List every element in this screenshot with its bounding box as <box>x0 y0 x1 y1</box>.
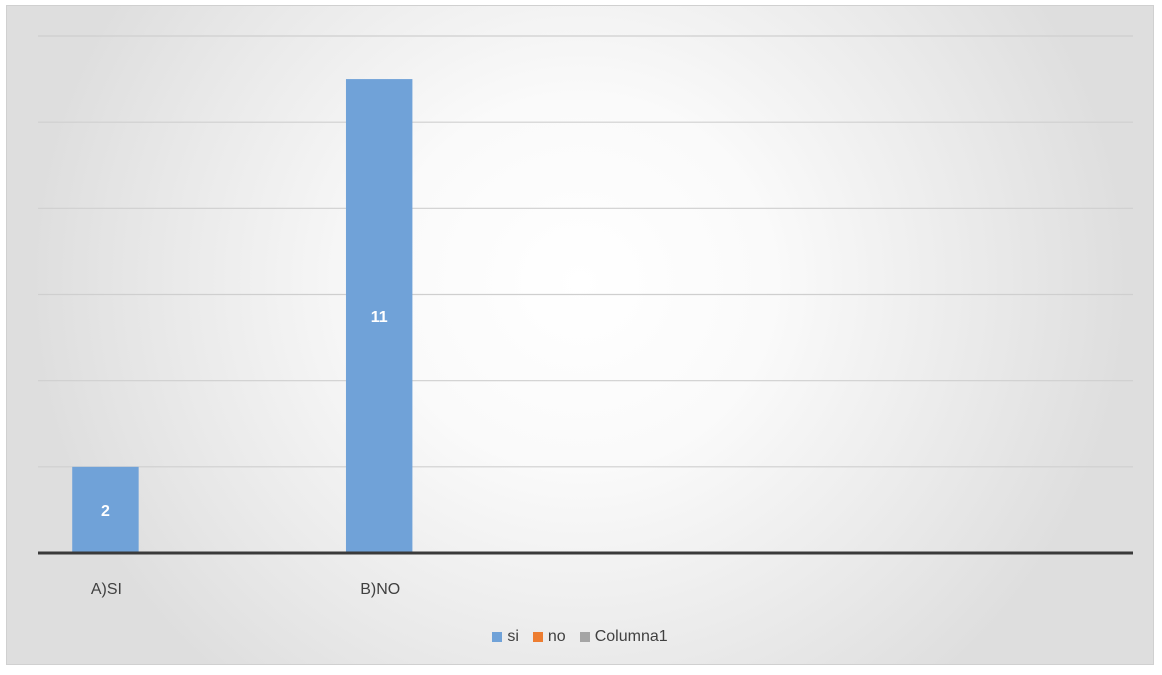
bars <box>72 79 413 553</box>
gridlines <box>38 35 1133 468</box>
legend-swatch <box>532 632 543 642</box>
data-label: 2 <box>101 503 110 520</box>
legend-label: si <box>507 628 519 645</box>
x-axis: A)SI B)NO <box>38 551 1133 598</box>
legend: si no Columna1 <box>7 628 1153 646</box>
legend-swatch <box>579 632 590 642</box>
legend-label: no <box>547 628 566 645</box>
legend-item-no: no <box>532 628 566 646</box>
data-labels: 2 11 <box>101 309 388 520</box>
legend-swatch <box>492 632 503 642</box>
x-tick-label: B)NO <box>360 581 400 598</box>
bar-si-1 <box>345 79 413 553</box>
legend-item-columna1: Columna1 <box>579 628 668 646</box>
chart-area: 2 11 A)SI B)NO si no Columna1 <box>6 5 1154 665</box>
bar-si-0 <box>72 466 139 553</box>
bar-chart: 2 11 A)SI B)NO <box>38 35 1133 598</box>
legend-label: Columna1 <box>594 628 668 645</box>
data-label: 11 <box>371 309 388 326</box>
legend-item-si: si <box>492 628 519 646</box>
x-tick-label: A)SI <box>91 581 122 598</box>
